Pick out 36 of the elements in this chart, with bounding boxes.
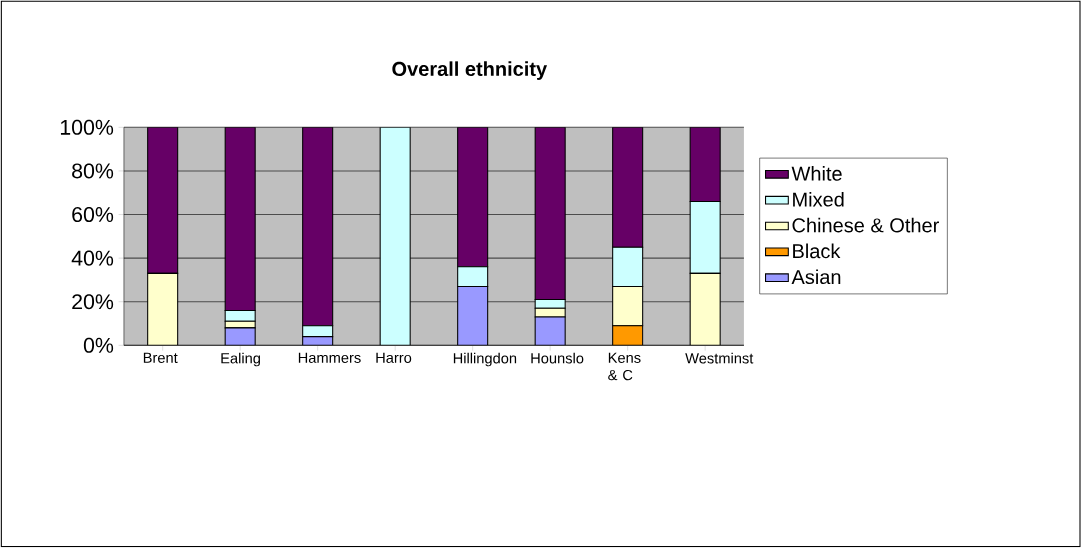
bar xyxy=(147,272,179,346)
x-tick-label: Hillingdon xyxy=(453,352,517,367)
bar xyxy=(457,285,489,346)
bar xyxy=(689,200,721,274)
legend-label: White xyxy=(791,166,842,181)
bar xyxy=(224,127,256,311)
bar xyxy=(457,266,489,287)
bar xyxy=(612,246,644,287)
y-tick-label: 60% xyxy=(72,206,114,223)
x-tick-label: Harro xyxy=(376,352,412,363)
y-tick-label: 20% xyxy=(72,294,114,310)
x-tick-label: Westminst xyxy=(685,352,754,364)
x-tick-label: Hounslo xyxy=(531,352,584,364)
bar xyxy=(612,285,644,327)
y-tick-label: 0% xyxy=(83,337,114,353)
bar xyxy=(147,127,179,274)
y-tick-label: 40% xyxy=(71,250,114,266)
legend-label: Chinese & Other xyxy=(792,217,939,233)
bar xyxy=(302,127,334,327)
bar xyxy=(379,127,411,346)
legend-label: Asian xyxy=(791,269,841,285)
bar xyxy=(534,127,566,301)
x-tick-label: Kens & C xyxy=(608,352,641,381)
y-tick-label: 100% xyxy=(60,119,114,135)
legend-label: Black xyxy=(793,243,841,259)
chart-title: Overall ethnicity xyxy=(392,61,548,80)
bar xyxy=(689,272,721,346)
legend-label: Mixed xyxy=(793,191,844,207)
bar xyxy=(612,127,644,248)
x-tick-label: Ealing xyxy=(221,352,260,367)
bar xyxy=(689,127,721,202)
x-tick-label: Hammers xyxy=(298,352,361,363)
y-tick-label: 80% xyxy=(72,163,114,179)
bar xyxy=(457,127,489,268)
bar xyxy=(534,316,566,346)
x-tick-label: Brent xyxy=(143,352,178,363)
